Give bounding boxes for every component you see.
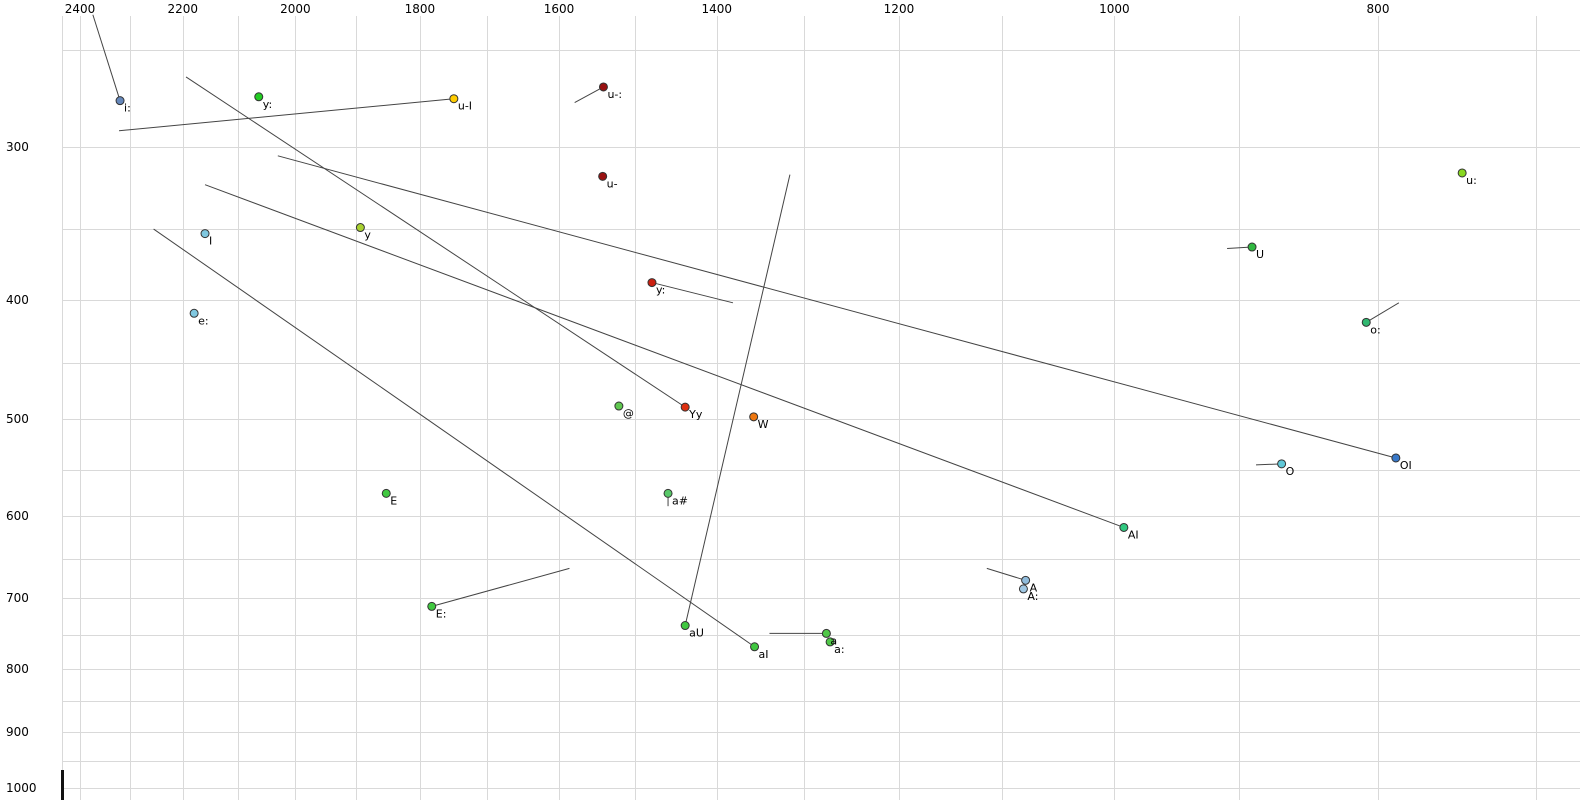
x-tick-label: 1000: [1099, 2, 1130, 16]
point-u-I[interactable]: [449, 94, 459, 104]
point-labels: i: y: u-I u-: u-u: y I Ue: o: y: @ Yy W O OI E a# AI AA: E:…: [124, 88, 1477, 661]
gridlines: [62, 16, 1580, 800]
trajectory-line: [574, 86, 604, 104]
y-axis-tick-labels: 300 400 500 600 700 800 900 1000: [6, 140, 37, 795]
point-label-u-: u-: [607, 177, 618, 190]
y-tick-label: 400: [6, 293, 29, 307]
point-label-o:: o:: [1370, 323, 1380, 336]
point-label-y:: y:: [263, 98, 272, 111]
trajectory-line: [431, 567, 570, 607]
point-AI[interactable]: [1119, 522, 1129, 532]
point-E:[interactable]: [427, 601, 437, 611]
trajectory-line: [92, 14, 121, 101]
trajectory-line: [153, 228, 755, 648]
point-label-a:: a:: [834, 643, 844, 656]
point-label-O: O: [1286, 465, 1295, 478]
trajectory-line: [277, 155, 1396, 459]
y-tick-label: 1000: [6, 781, 37, 795]
point-label-A: A: [1030, 581, 1038, 594]
point-label-u-:: u-:: [607, 88, 622, 101]
trajectory-line: [651, 282, 734, 304]
point-label-i:: i:: [124, 102, 131, 115]
point-Yy[interactable]: [680, 402, 690, 412]
point-label-A:: A:: [1027, 590, 1038, 603]
point-OI[interactable]: [1391, 453, 1401, 463]
trajectory-line: [204, 184, 1125, 528]
point-A:[interactable]: [1018, 584, 1028, 594]
point-label-u-I: u-I: [458, 100, 472, 113]
x-tick-label: 1400: [702, 2, 733, 16]
trajectory-line: [986, 567, 1026, 581]
point-label-u:: u:: [1466, 174, 1477, 187]
point-label-OI: OI: [1400, 459, 1412, 472]
point-o:[interactable]: [1361, 317, 1371, 327]
x-tick-label: 2000: [280, 2, 311, 16]
point-O[interactable]: [1277, 459, 1287, 469]
x-tick-label: 800: [1367, 2, 1390, 16]
data-points: [115, 82, 1467, 652]
point-label-a: a: [830, 634, 837, 647]
point-label-a#: a#: [672, 494, 688, 507]
y-tick-label: 800: [6, 662, 29, 676]
x-tick-label: 1200: [884, 2, 915, 16]
point-E[interactable]: [381, 488, 391, 498]
point-aI[interactable]: [750, 642, 760, 652]
point-label-aU: aU: [689, 627, 704, 640]
point-y:[interactable]: [254, 92, 264, 102]
point-aU[interactable]: [680, 621, 690, 631]
y-tick-label: 600: [6, 509, 29, 523]
y-tick-label: 500: [6, 412, 29, 426]
point-I[interactable]: [200, 229, 210, 239]
point-a:[interactable]: [825, 637, 835, 647]
point-y[interactable]: [355, 223, 365, 233]
trajectory-line: [1365, 302, 1400, 323]
x-axis-tick-labels: 2400 2200 2000 1800 1600 1400 1200 1000 800: [65, 2, 1390, 16]
point-u-:[interactable]: [598, 82, 608, 92]
y-tick-label: 900: [6, 725, 29, 739]
point-label-y:: y:: [656, 284, 665, 297]
point-label-e:: e:: [198, 314, 208, 327]
point-label-E:: E:: [436, 607, 447, 620]
trajectory-line: [185, 76, 686, 408]
point-W[interactable]: [749, 412, 759, 422]
trajectory-lines: [92, 14, 1400, 648]
point-a[interactable]: [821, 628, 831, 638]
point-label-I: I: [209, 235, 212, 248]
point-label-y: y: [364, 229, 371, 242]
x-tick-label: 1800: [405, 2, 436, 16]
x-tick-label: 2400: [65, 2, 96, 16]
point-@[interactable]: [614, 401, 624, 411]
point-e:[interactable]: [189, 308, 199, 318]
point-u-[interactable]: [598, 171, 608, 181]
point-label-aI: aI: [759, 648, 769, 661]
point-i:[interactable]: [115, 96, 125, 106]
trajectory-line: [118, 98, 454, 132]
y-tick-label: 700: [6, 591, 29, 605]
point-label-@: @: [623, 407, 634, 420]
point-label-U: U: [1256, 248, 1264, 261]
x-tick-label: 1600: [544, 2, 575, 16]
x-tick-label: 2200: [168, 2, 199, 16]
point-label-Yy: Yy: [688, 408, 703, 421]
trajectory-line: [684, 174, 791, 626]
point-label-W: W: [758, 418, 769, 431]
y-tick-label: 300: [6, 140, 29, 154]
point-label-E: E: [390, 494, 397, 507]
point-A[interactable]: [1021, 575, 1031, 585]
point-y:[interactable]: [647, 278, 657, 288]
point-label-AI: AI: [1128, 528, 1139, 541]
point-u:[interactable]: [1457, 168, 1467, 178]
point-a#[interactable]: [663, 488, 673, 498]
point-U[interactable]: [1247, 242, 1257, 252]
